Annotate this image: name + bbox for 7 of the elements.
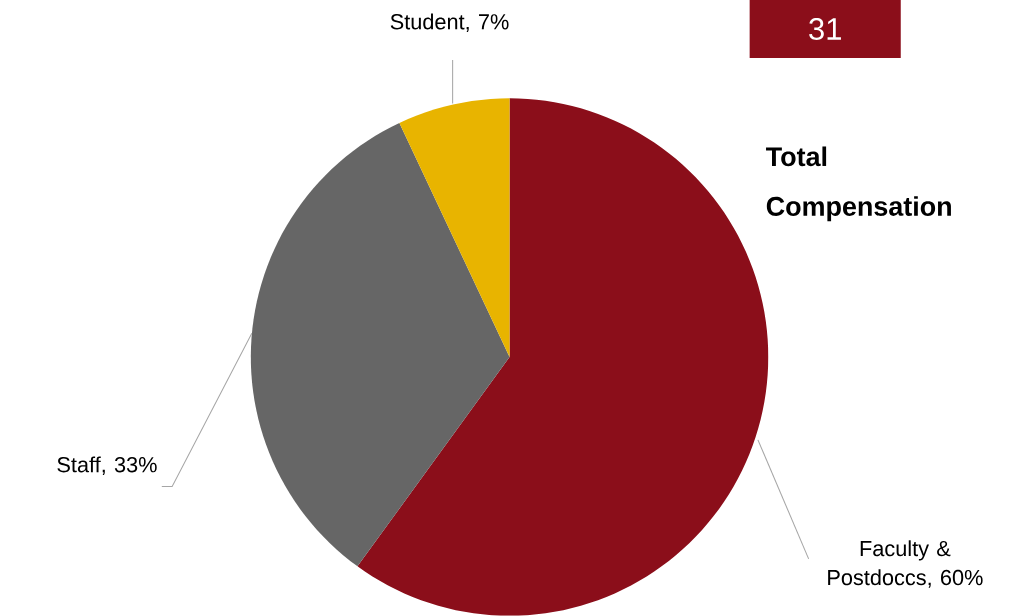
data-label: , 33% [102, 457, 157, 476]
slice-label: Staff [57, 456, 101, 473]
text: 31 [809, 18, 841, 41]
data-label: , 60% [928, 569, 983, 588]
slice-label: Student [390, 13, 465, 30]
text: Total Compensation [766, 146, 951, 222]
data-label: , 7% [466, 14, 509, 33]
